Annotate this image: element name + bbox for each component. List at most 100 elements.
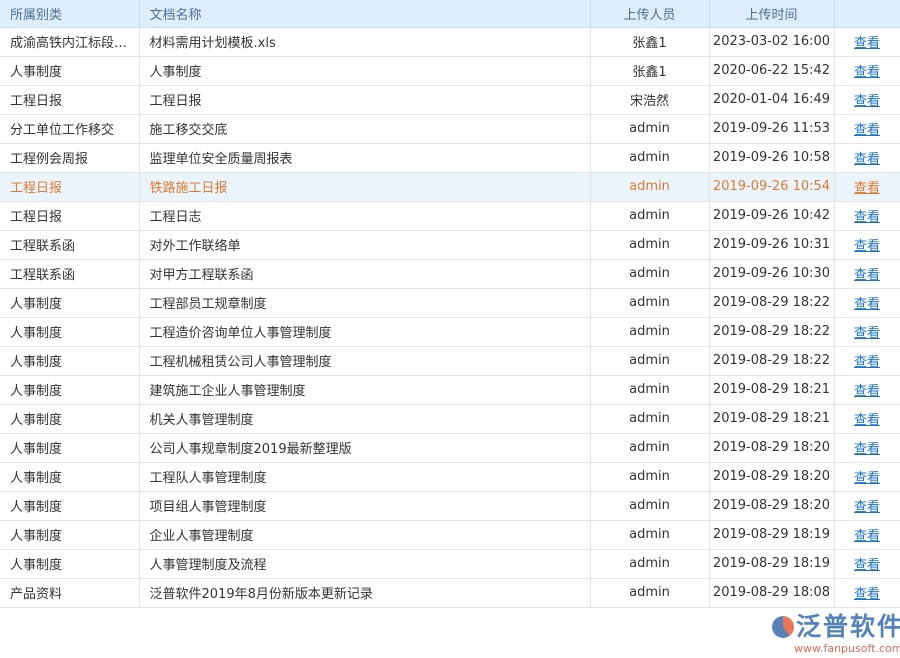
cell-upload-time: 2019-09-26 10:30 [709, 259, 835, 289]
table-row[interactable]: 人事制度 人事制度 张鑫1 2020-06-22 15:42 查看 [0, 56, 900, 86]
cell-category: 工程日报 [0, 85, 140, 115]
cell-action: 查看 [834, 201, 900, 231]
table-row[interactable]: 工程联系函 对甲方工程联系函 admin 2019-09-26 10:30 查看 [0, 259, 900, 289]
cell-upload-time: 2019-09-26 10:54 [709, 172, 835, 202]
table-row[interactable]: 工程日报 工程日报 宋浩然 2020-01-04 16:49 查看 [0, 85, 900, 115]
table-row[interactable]: 人事制度 公司人事规章制度2019最新整理版 admin 2019-08-29 18:… [0, 433, 900, 463]
cell-action: 查看 [834, 27, 900, 57]
header-uploader[interactable]: 上传人员 [590, 0, 710, 28]
cell-uploader: admin [590, 433, 710, 463]
table-row[interactable]: 人事制度 企业人事管理制度 admin 2019-08-29 18:19 查看 [0, 520, 900, 550]
cell-uploader: 张鑫1 [590, 56, 710, 86]
table-row[interactable]: 工程联系函 对外工作联络单 admin 2019-09-26 10:31 查看 [0, 230, 900, 260]
cell-uploader: admin [590, 317, 710, 347]
table-row[interactable]: 人事制度 人事管理制度及流程 admin 2019-08-29 18:19 查看 [0, 549, 900, 579]
view-link[interactable]: 查看 [853, 471, 880, 486]
view-link[interactable]: 查看 [853, 65, 880, 80]
table-row[interactable]: 人事制度 建筑施工企业人事管理制度 admin 2019-08-29 18:21 查看 [0, 375, 900, 405]
view-link[interactable]: 查看 [853, 94, 880, 109]
cell-action: 查看 [834, 85, 900, 115]
cell-action: 查看 [834, 114, 900, 144]
table-row[interactable]: 工程日报 铁路施工日报 admin 2019-09-26 10:54 查看 [0, 172, 900, 202]
cell-uploader: admin [590, 462, 710, 492]
cell-uploader: admin [590, 346, 710, 376]
view-link[interactable]: 查看 [853, 268, 880, 283]
view-link[interactable]: 查看 [853, 529, 880, 544]
cell-category: 产品资料 [0, 578, 140, 608]
cell-upload-time: 2019-09-26 10:58 [709, 143, 835, 173]
view-link[interactable]: 查看 [853, 558, 880, 573]
table-row[interactable]: 产品资料 泛普软件2019年8月份新版本更新记录 admin 2019-08-29 1… [0, 578, 900, 608]
cell-action: 查看 [834, 520, 900, 550]
cell-upload-time: 2019-08-29 18:21 [709, 404, 835, 434]
cell-action: 查看 [834, 346, 900, 376]
table-row[interactable]: 分工单位工作移交 施工移交交底 admin 2019-09-26 11:53 查看 [0, 114, 900, 144]
cell-doc-name: 工程机械租赁公司人事管理制度 [139, 346, 591, 376]
table-row[interactable]: 人事制度 项目组人事管理制度 admin 2019-08-29 18:20 查看 [0, 491, 900, 521]
header-category[interactable]: 所属别类 [0, 0, 140, 28]
cell-category: 人事制度 [0, 317, 140, 347]
cell-doc-name: 对甲方工程联系函 [139, 259, 591, 289]
view-link[interactable]: 查看 [853, 181, 880, 196]
cell-doc-name: 公司人事规章制度2019最新整理版 [139, 433, 591, 463]
table-row[interactable]: 人事制度 工程部员工规章制度 admin 2019-08-29 18:22 查看 [0, 288, 900, 318]
cell-action: 查看 [834, 433, 900, 463]
cell-doc-name: 建筑施工企业人事管理制度 [139, 375, 591, 405]
cell-action: 查看 [834, 317, 900, 347]
view-link[interactable]: 查看 [853, 210, 880, 225]
table-row[interactable]: 人事制度 工程机械租赁公司人事管理制度 admin 2019-08-29 18:22 查… [0, 346, 900, 376]
logo-icon [772, 615, 794, 638]
watermark-logo: 泛普软件 www.fanpusoft.com [772, 612, 900, 658]
cell-doc-name: 工程日报 [139, 85, 591, 115]
document-table: 所属别类 文档名称 上传人员 上传时间 成渝高铁内江标段… 材料需用计划模板.xl… [0, 0, 900, 608]
cell-category: 工程日报 [0, 201, 140, 231]
view-link[interactable]: 查看 [853, 36, 880, 51]
cell-category: 工程例会周报 [0, 143, 140, 173]
view-link[interactable]: 查看 [853, 413, 880, 428]
cell-category: 人事制度 [0, 375, 140, 405]
cell-uploader: 张鑫1 [590, 27, 710, 57]
cell-uploader: admin [590, 288, 710, 318]
view-link[interactable]: 查看 [853, 442, 880, 457]
header-doc-name[interactable]: 文档名称 [139, 0, 591, 28]
cell-category: 人事制度 [0, 404, 140, 434]
view-link[interactable]: 查看 [853, 384, 880, 399]
cell-uploader: admin [590, 114, 710, 144]
cell-category: 工程联系函 [0, 230, 140, 260]
cell-uploader: admin [590, 375, 710, 405]
cell-doc-name: 铁路施工日报 [139, 172, 591, 202]
cell-upload-time: 2019-09-26 10:31 [709, 230, 835, 260]
table-row[interactable]: 工程日报 工程日志 admin 2019-09-26 10:42 查看 [0, 201, 900, 231]
cell-category: 人事制度 [0, 549, 140, 579]
view-link[interactable]: 查看 [853, 297, 880, 312]
table-row[interactable]: 成渝高铁内江标段… 材料需用计划模板.xls 张鑫1 2023-03-02 16:00… [0, 27, 900, 57]
view-link[interactable]: 查看 [853, 326, 880, 341]
cell-uploader: admin [590, 143, 710, 173]
cell-action: 查看 [834, 549, 900, 579]
cell-upload-time: 2019-08-29 18:22 [709, 317, 835, 347]
view-link[interactable]: 查看 [853, 355, 880, 370]
table-row[interactable]: 人事制度 机关人事管理制度 admin 2019-08-29 18:21 查看 [0, 404, 900, 434]
view-link[interactable]: 查看 [853, 152, 880, 167]
view-link[interactable]: 查看 [853, 239, 880, 254]
cell-action: 查看 [834, 491, 900, 521]
cell-doc-name: 材料需用计划模板.xls [139, 27, 591, 57]
cell-uploader: admin [590, 491, 710, 521]
cell-doc-name: 对外工作联络单 [139, 230, 591, 260]
header-upload-time[interactable]: 上传时间 [709, 0, 835, 28]
cell-action: 查看 [834, 404, 900, 434]
cell-action: 查看 [834, 375, 900, 405]
cell-uploader: admin [590, 172, 710, 202]
cell-doc-name: 人事管理制度及流程 [139, 549, 591, 579]
view-link[interactable]: 查看 [853, 500, 880, 515]
table-row[interactable]: 人事制度 工程队人事管理制度 admin 2019-08-29 18:20 查看 [0, 462, 900, 492]
cell-doc-name: 企业人事管理制度 [139, 520, 591, 550]
cell-doc-name: 泛普软件2019年8月份新版本更新记录 [139, 578, 591, 608]
cell-upload-time: 2020-06-22 15:42 [709, 56, 835, 86]
table-row[interactable]: 人事制度 工程造价咨询单位人事管理制度 admin 2019-08-29 18:22 查… [0, 317, 900, 347]
cell-category: 人事制度 [0, 433, 140, 463]
cell-doc-name: 人事制度 [139, 56, 591, 86]
table-row[interactable]: 工程例会周报 监理单位安全质量周报表 admin 2019-09-26 10:58 查看 [0, 143, 900, 173]
view-link[interactable]: 查看 [853, 123, 880, 138]
watermark-url: www.fanpusoft.com [794, 641, 900, 655]
